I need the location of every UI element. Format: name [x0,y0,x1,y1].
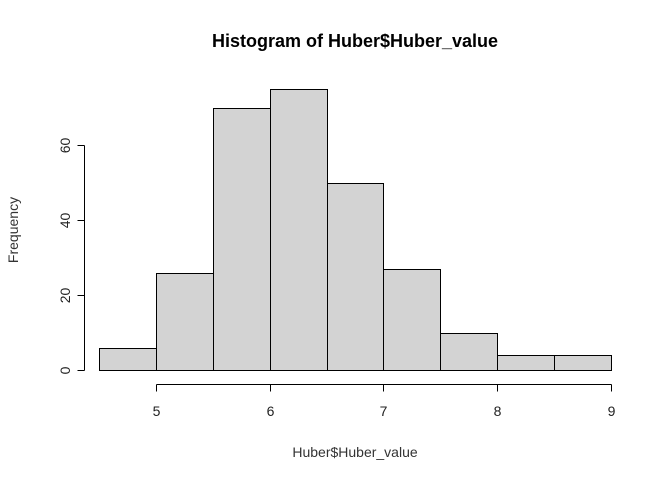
y-axis-ticks: 0 20 40 60 [57,138,85,374]
histogram-bar-6 [383,269,441,371]
histogram-bars [99,89,612,371]
y-tick-label: 20 [57,288,73,304]
histogram-bar-5 [327,183,384,371]
histogram-bar-9 [554,355,612,371]
x-tick-label: 8 [494,403,502,419]
y-axis-label: Frequency [5,197,21,263]
y-tick-label: 0 [57,366,73,374]
chart-title: Histogram of Huber$Huber_value [212,31,498,51]
y-tick-label: 60 [57,138,73,154]
histogram-bar-3 [213,108,271,371]
x-axis: 5 6 7 8 9 [153,384,616,419]
histogram-bar-4 [270,89,328,371]
y-axis: 0 20 40 60 [57,138,85,374]
x-tick-label: 9 [608,403,616,419]
histogram-bar-8 [497,355,555,371]
x-axis-ticks: 5 6 7 8 9 [153,384,616,419]
histogram-bar-2 [156,273,214,371]
histogram-bar-7 [440,333,498,371]
histogram-bar-1 [99,348,157,371]
x-tick-label: 7 [380,403,388,419]
x-tick-label: 6 [267,403,275,419]
x-axis-label: Huber$Huber_value [292,444,418,460]
y-tick-label: 40 [57,213,73,229]
x-tick-label: 5 [153,403,161,419]
